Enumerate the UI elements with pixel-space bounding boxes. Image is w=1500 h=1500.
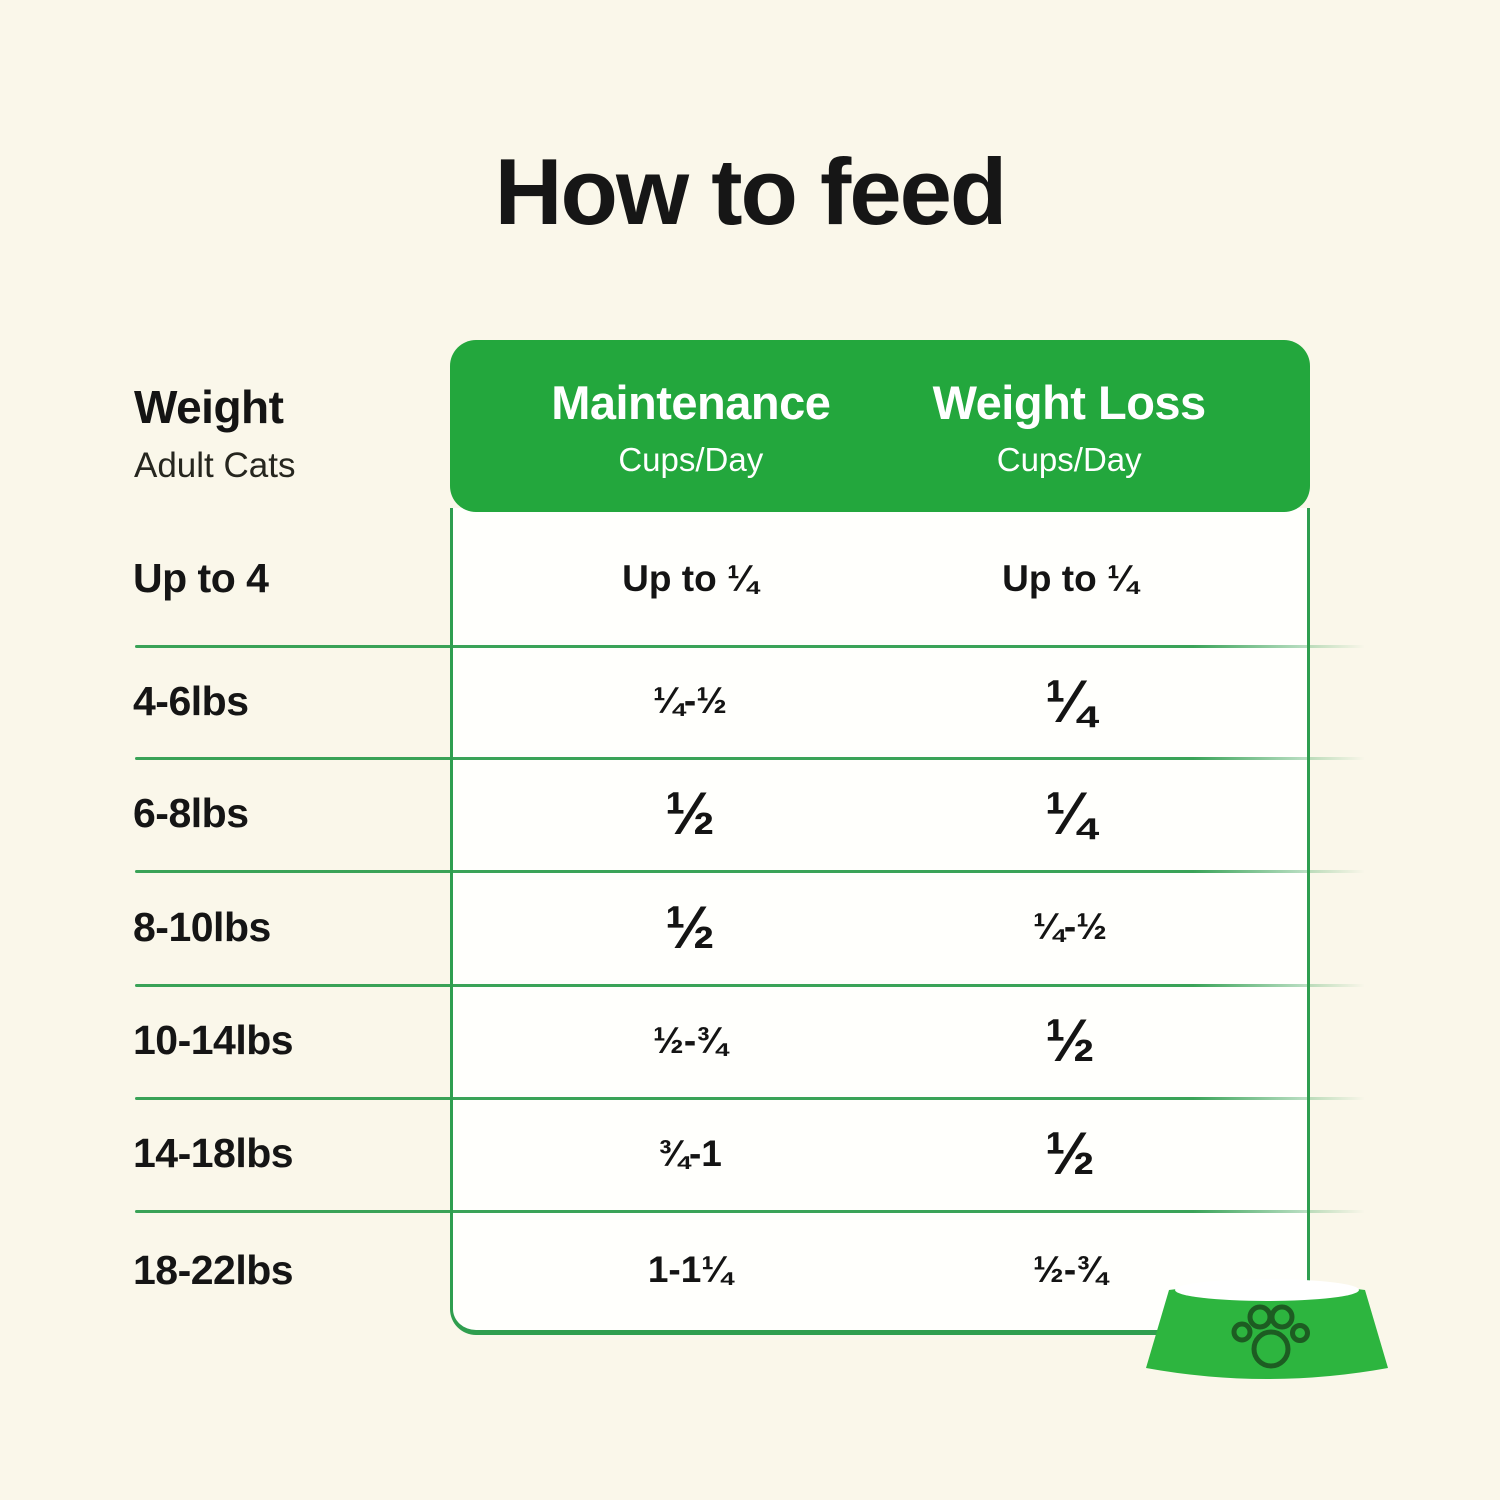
weight-column-header: Weight Adult Cats (134, 380, 295, 486)
weight-range-label: 18-22lbs (133, 1246, 294, 1293)
row-divider (135, 984, 1365, 987)
table-row: Up to 4 Up to ¼ Up to ¼ (133, 512, 1310, 645)
row-divider (135, 645, 1365, 648)
pet-bowl-icon (1146, 1279, 1388, 1379)
weight-header-subtitle: Adult Cats (134, 446, 296, 485)
table-row: 8-10lbs ½ ¼-½ (133, 870, 1310, 984)
table-row: 14-18lbs ¾-1 ½ (133, 1097, 1310, 1210)
maintenance-value: 1-1¼ (647, 1249, 733, 1290)
paw-print-icon (1231, 1304, 1310, 1369)
weight-loss-value: Up to ¼ (1002, 557, 1138, 599)
maintenance-label: Maintenance (551, 376, 831, 429)
weight-loss-value: ¼ (1044, 780, 1096, 847)
weight-loss-value: ¼ (1044, 667, 1096, 735)
row-divider (135, 870, 1365, 873)
maintenance-value: ¼-½ (652, 680, 728, 721)
maintenance-value: Up to ¼ (622, 557, 758, 599)
table-row: 4-6lbs ¼-½ ¼ (133, 645, 1310, 757)
weight-loss-value: ¼-½ (1032, 906, 1108, 947)
weight-range-label: 10-14lbs (133, 1017, 294, 1063)
weight-loss-value: ½ (1044, 1007, 1096, 1074)
weight-range-label: 8-10lbs (133, 903, 271, 950)
maintenance-sublabel: Cups/Day (618, 441, 764, 478)
weight-range-label: Up to 4 (133, 555, 269, 601)
weight-range-label: 14-18lbs (133, 1130, 294, 1176)
table-rows: Up to 4 Up to ¼ Up to ¼ 4-6lbs ¼-½ ¼ 6-8lbs ½ ¼ 8… (133, 512, 1310, 1330)
column-header-maintenance: Maintenance Cups/Day (484, 340, 897, 512)
page-title: How to feed (494, 139, 1008, 244)
maintenance-value: ½-¾ (652, 1019, 728, 1061)
row-divider (135, 757, 1365, 760)
maintenance-value: ½ (664, 893, 716, 961)
row-divider (135, 1210, 1365, 1213)
weight-loss-sublabel: Cups/Day (996, 441, 1142, 478)
table-column-header-band: Maintenance Cups/Day Weight Loss Cups/Da… (450, 340, 1310, 512)
weight-loss-value: ½-¾ (1032, 1249, 1108, 1290)
table-row: 18-22lbs 1-1¼ ½-¾ (133, 1210, 1310, 1330)
table-row: 6-8lbs ½ ¼ (133, 757, 1310, 870)
bowl-opening (1175, 1279, 1359, 1301)
weight-range-label: 4-6lbs (133, 677, 249, 724)
weight-header-title: Weight (134, 381, 284, 433)
column-header-weight-loss: Weight Loss Cups/Day (914, 340, 1224, 512)
maintenance-value: ½ (664, 780, 716, 847)
table-row: 10-14lbs ½-¾ ½ (133, 984, 1310, 1097)
weight-loss-value: ½ (1044, 1120, 1096, 1187)
weight-range-label: 6-8lbs (133, 790, 249, 836)
maintenance-value: ¾-1 (658, 1132, 722, 1174)
row-divider (135, 1097, 1365, 1100)
weight-loss-label: Weight Loss (932, 376, 1207, 429)
